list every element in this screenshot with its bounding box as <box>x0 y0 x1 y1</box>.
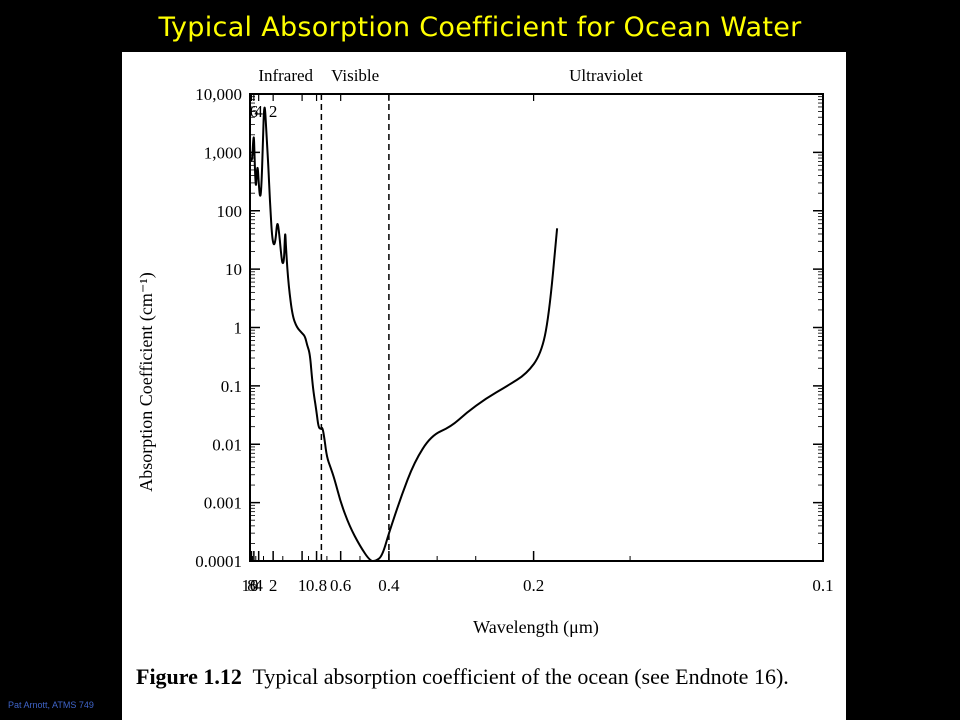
y-tick-label: 0.001 <box>204 494 242 513</box>
slide-title: Typical Absorption Coefficient for Ocean… <box>158 12 802 43</box>
top-tick-label: 4 <box>254 102 263 121</box>
x-tick-label: 4 <box>254 576 263 595</box>
x-axis-label: Wavelength (μm) <box>473 617 599 638</box>
y-tick-label: 1,000 <box>204 143 242 162</box>
footer-credit: Pat Arnott, ATMS 749 <box>8 700 94 710</box>
x-tick-label: 0.4 <box>378 576 400 595</box>
region-label-visible: Visible <box>331 66 379 85</box>
figure-caption-text: Typical absorption coefficient of the oc… <box>252 664 789 689</box>
figure-caption: Figure 1.12 Typical absorption coefficie… <box>136 664 836 690</box>
y-tick-label: 10 <box>225 260 242 279</box>
x-tick-label: 0.6 <box>330 576 351 595</box>
x-tick-label: 10 <box>242 576 259 595</box>
x-tick-label: 0.8 <box>306 576 327 595</box>
x-tick-label: 0.2 <box>523 576 544 595</box>
region-label-infrared: Infrared <box>258 66 313 85</box>
x-tick-label: 6 <box>250 576 259 595</box>
absorption-curve-line <box>249 106 559 562</box>
x-tick-label: 2 <box>269 576 278 595</box>
x-tick-label: 8 <box>247 576 256 595</box>
top-tick-label: 6 <box>250 102 259 121</box>
x-tick-label: 0.1 <box>812 576 833 595</box>
region-label-ultraviolet: Ultraviolet <box>569 66 643 85</box>
y-axis-label: Absorption Coefficient (cm⁻¹) <box>136 272 157 492</box>
y-tick-label: 100 <box>217 202 243 221</box>
x-tick-label: 1 <box>298 576 307 595</box>
top-tick-label: 2 <box>269 102 278 121</box>
y-tick-label: 0.01 <box>212 435 242 454</box>
figure-panel: Infrared Visible Ultraviolet 10 8 6 4 2 1 0.8 0.6… <box>122 52 846 720</box>
y-tick-label: 0.1 <box>221 377 242 396</box>
y-tick-label: 0.0001 <box>195 552 242 571</box>
figure-label: Figure 1.12 <box>136 664 242 689</box>
y-tick-label: 1 <box>234 319 243 338</box>
y-tick-label: 10,000 <box>195 85 242 104</box>
plot-frame <box>249 93 824 562</box>
